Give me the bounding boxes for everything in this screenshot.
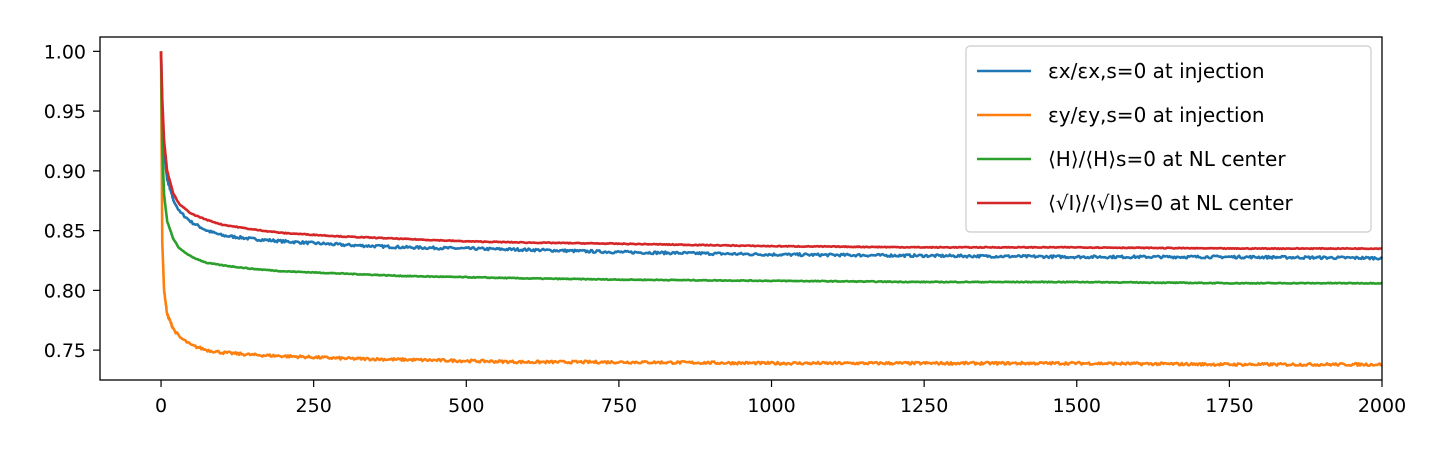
- legend-label: ⟨H⟩/⟨H⟩s=0 at NL center: [1048, 147, 1286, 171]
- y-tick-label: 0.85: [44, 221, 86, 243]
- legend-label: ⟨√I⟩/⟨√I⟩s=0 at NL center: [1048, 191, 1294, 215]
- series-line-4: [159, 51, 1383, 251]
- y-tick-label: 0.80: [44, 280, 86, 302]
- x-tick-label: 500: [448, 395, 484, 417]
- series-line-1: [159, 51, 1383, 261]
- plot-frame: [99, 36, 1383, 381]
- x-tick-label: 1500: [1053, 395, 1101, 417]
- y-axis: 0.75 0.80 0.85 0.90 0.95 1.00: [44, 41, 100, 362]
- series-line-2: [159, 51, 1383, 368]
- legend-box: [965, 45, 1372, 233]
- legend-label: εx/εx,s=0 at injection: [1048, 59, 1265, 83]
- y-tick-label: 1.00: [44, 41, 86, 63]
- x-axis: 0 250 500 750 1000 1250 1500 1750 2000: [155, 380, 1406, 417]
- x-tick-label: 2000: [1358, 395, 1406, 417]
- y-tick-label: 0.95: [44, 101, 86, 123]
- series-line-3: [159, 51, 1383, 285]
- legend-label: εy/εy,s=0 at injection: [1048, 103, 1265, 127]
- series-lines: [159, 51, 1383, 368]
- legend: εx/εx,s=0 at injection εy/εy,s=0 at injec…: [965, 45, 1372, 233]
- x-tick-label: 1250: [900, 395, 948, 417]
- x-tick-label: 750: [601, 395, 637, 417]
- x-tick-label: 250: [296, 395, 332, 417]
- x-tick-label: 1000: [747, 395, 795, 417]
- y-tick-label: 0.90: [44, 161, 86, 183]
- y-tick-label: 0.75: [44, 340, 86, 362]
- x-tick-label: 1750: [1205, 395, 1253, 417]
- x-tick-label: 0: [155, 395, 167, 417]
